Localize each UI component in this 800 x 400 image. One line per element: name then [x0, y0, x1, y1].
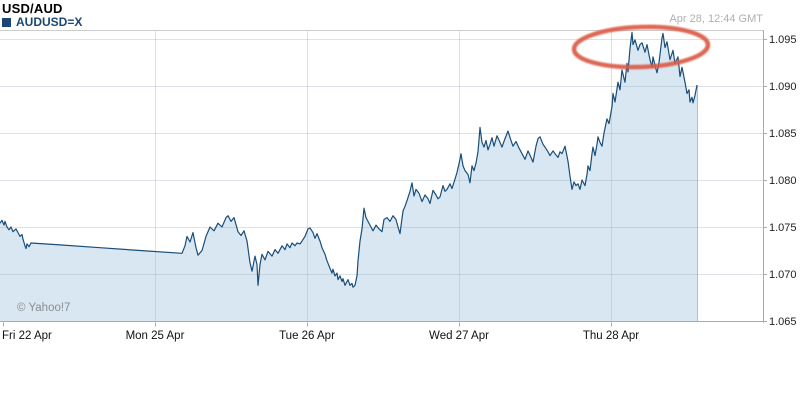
y-axis-label: 1.075 — [769, 222, 797, 234]
chart-timestamp: Apr 28, 12:44 GMT — [669, 13, 763, 25]
x-axis-label: Fri 22 Apr — [2, 330, 52, 342]
x-axis-label: Wed 27 Apr — [429, 330, 489, 342]
legend: AUDUSD=X — [2, 15, 82, 29]
x-axis-labels: Fri 22 Apr Mon 25 Apr Tue 26 Apr Wed 27 Apr… — [2, 322, 639, 342]
page-title: USD/AUD — [2, 1, 63, 16]
y-axis-label: 1.090 — [769, 81, 797, 93]
plot-borders — [0, 30, 764, 323]
x-axis-label: Mon 25 Apr — [126, 330, 185, 342]
series-symbol-label: AUDUSD=X — [16, 15, 83, 29]
watermark: © Yahoo!7 — [17, 302, 70, 314]
x-axis-label: Tue 26 Apr — [279, 330, 335, 342]
gridlines — [0, 30, 763, 321]
y-axis-label: 1.070 — [769, 269, 797, 281]
x-axis-label: Thu 28 Apr — [583, 330, 639, 342]
y-axis-label: 1.085 — [769, 128, 797, 140]
y-axis-label: 1.095 — [769, 34, 797, 46]
price-line — [0, 31, 698, 288]
y-axis-label: 1.065 — [769, 316, 797, 328]
area-fill — [0, 32, 697, 322]
series-color-swatch-icon — [2, 17, 11, 27]
y-axis-labels: 1.065 1.070 1.075 1.080 1.085 1.090 1.095 — [763, 34, 797, 328]
y-axis-label: 1.080 — [769, 175, 797, 187]
highlight-ellipse-annotation — [571, 24, 711, 70]
